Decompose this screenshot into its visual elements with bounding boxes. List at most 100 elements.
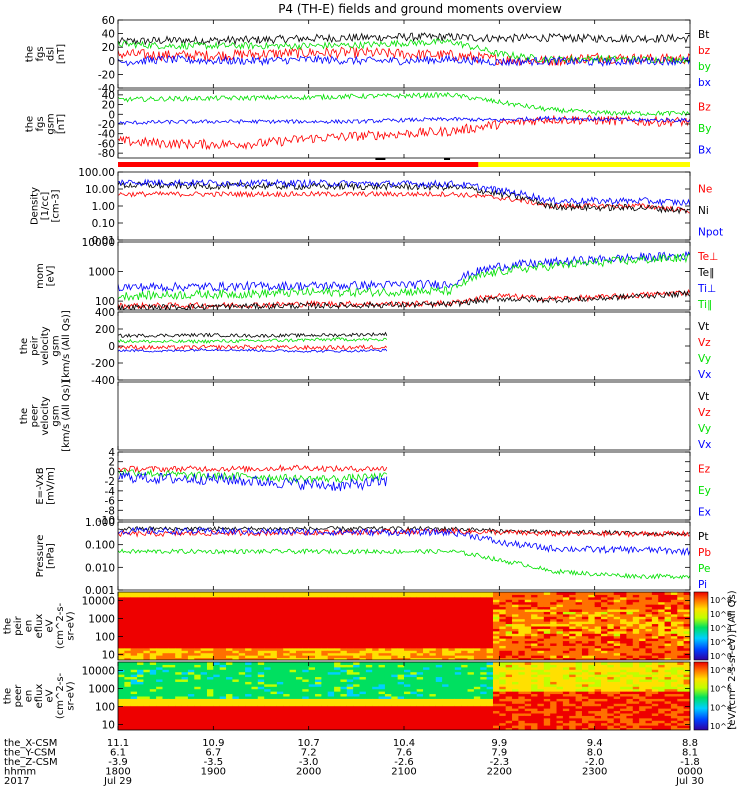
spectrogram-cell [563, 662, 570, 665]
spectrogram-cell [175, 592, 182, 595]
spectrogram-cell [474, 592, 481, 595]
spectrogram-cell [150, 592, 157, 595]
spectrogram-cell [290, 662, 297, 665]
spectrogram-cell [239, 592, 246, 595]
spectrogram-cell [118, 592, 125, 595]
ylabel-peir-spectrogram: (cm^2-s- [55, 602, 66, 649]
spectrogram-cell [569, 662, 576, 665]
panel-peer-velocity: thepeervelocitygsm[km/s (All Qs)]VtVzVyV… [19, 380, 711, 452]
spectrogram-cell [461, 662, 468, 665]
spectrogram-cell [264, 662, 271, 665]
spectrogram-cell [347, 662, 354, 665]
legend-peer-velocity-2: Vy [698, 423, 711, 435]
ylabel-temperature: mom [35, 263, 46, 289]
ytick-label: 100.00 [78, 167, 115, 179]
spectrogram-cell [340, 592, 347, 595]
spectrogram-cell [143, 592, 150, 595]
panel-density: 0.010.101.0010.00100.00Density[1/cc][cm-… [30, 167, 724, 247]
ylabel-fgs-dsl: [nT] [56, 44, 67, 64]
spectrogram-cell [309, 662, 316, 665]
spectrogram-cell [143, 662, 150, 665]
ylabel-efield: E=-VxB [35, 467, 46, 504]
series-temperature-2 [118, 252, 690, 292]
spectrogram-cell [569, 592, 576, 595]
spectrogram-cell [652, 592, 659, 595]
ytick-label: 200 [95, 324, 115, 336]
spectrogram-cell [429, 662, 436, 665]
spectrogram-cell [410, 662, 417, 665]
spectrogram-cell [156, 592, 163, 595]
spectrogram-cell [150, 662, 157, 665]
panel-fgs-gsm: -80-60-40-2002040thefgsgsm[nT]BzByBx [24, 90, 711, 160]
spectrogram-cell [328, 592, 335, 595]
spectrogram-cell [296, 662, 303, 665]
spectrogram-cell [544, 592, 551, 595]
spectrogram-cell [607, 592, 614, 595]
spectrogram-cell [480, 592, 487, 595]
spectrogram-cell [245, 662, 252, 665]
spectrogram-cell [169, 662, 176, 665]
ylabel-peir-spectrogram: peir [13, 615, 24, 635]
legend-pressure-2: Pe [698, 563, 710, 575]
legend-peir-velocity-0: Vt [698, 321, 709, 333]
legend-fgs-gsm-1: By [698, 123, 711, 135]
ylabel-peir-velocity: velocity [40, 326, 51, 365]
legend-peer-velocity-0: Vt [698, 391, 709, 403]
spectrogram-cell [525, 662, 532, 665]
ytick-label: 0.10 [92, 218, 115, 230]
legend-fgs-dsl-0: Bt [698, 29, 709, 41]
ylabel-peir-velocity: [km/s (All Qs)] [61, 310, 72, 382]
series-peir-velocity-2 [118, 338, 387, 343]
ytick-label: 1000 [88, 614, 115, 626]
spectrogram-cell [557, 592, 564, 595]
spectrogram-cell [474, 662, 481, 665]
ylabel-peir-velocity: gsm [51, 335, 62, 356]
spectrogram-cell [442, 662, 449, 665]
spectrogram-cell [639, 592, 646, 595]
legend-temperature-1: Te∥ [697, 267, 714, 279]
ylabel-fgs-dsl: fgs [35, 46, 46, 61]
spectrogram-cell [404, 662, 411, 665]
panel-frame [118, 312, 690, 380]
spectrogram-cell [576, 662, 583, 665]
ytick-label: 10 [102, 650, 115, 662]
spectrogram-cell [169, 592, 176, 595]
ylabel-peer-velocity: peer [30, 404, 41, 428]
spectrogram-cell [175, 662, 182, 665]
spectrogram-cell [461, 592, 468, 595]
spectrogram-cell [557, 662, 564, 665]
spectrogram-cell [239, 662, 246, 665]
ylabel-peer-velocity: [km/s (All Qs)] [61, 380, 72, 452]
spectrogram-cell [601, 592, 608, 595]
spectrogram-cell [271, 662, 278, 665]
spectrogram-cell [207, 662, 214, 665]
spectrogram-cell [360, 592, 367, 595]
spectrogram-cell [633, 592, 640, 595]
spectrogram-cell [379, 662, 386, 665]
legend-density-0: Ne [698, 184, 712, 196]
ylabel-peir-spectrogram: sr-eV) [66, 611, 77, 640]
spectrogram-cell [353, 662, 360, 665]
series-density-0 [118, 192, 690, 213]
ylabel-pressure: [nPa] [45, 543, 56, 569]
ylabel-peir-spectrogram: en [24, 620, 35, 633]
ytick-label: 100 [95, 632, 115, 644]
spectrogram-cell [194, 662, 201, 665]
spectrogram-cell [124, 592, 131, 595]
spectrogram-cell [417, 662, 424, 665]
ytick-label: 0 [108, 56, 115, 68]
spectrogram-cell [506, 592, 513, 595]
spectrogram-cell [385, 662, 392, 665]
spectrogram-cell [436, 662, 443, 665]
spectrogram-cell [321, 662, 328, 665]
legend-peir-velocity-2: Vy [698, 353, 711, 365]
spectrogram-cell [499, 662, 506, 665]
series-pressure-2 [118, 549, 690, 578]
legend-pressure-0: Pt [698, 531, 708, 543]
spectrogram-cell [182, 592, 189, 595]
ylabel-fgs-dsl: dsl [45, 47, 56, 61]
panel-frame [118, 172, 690, 240]
